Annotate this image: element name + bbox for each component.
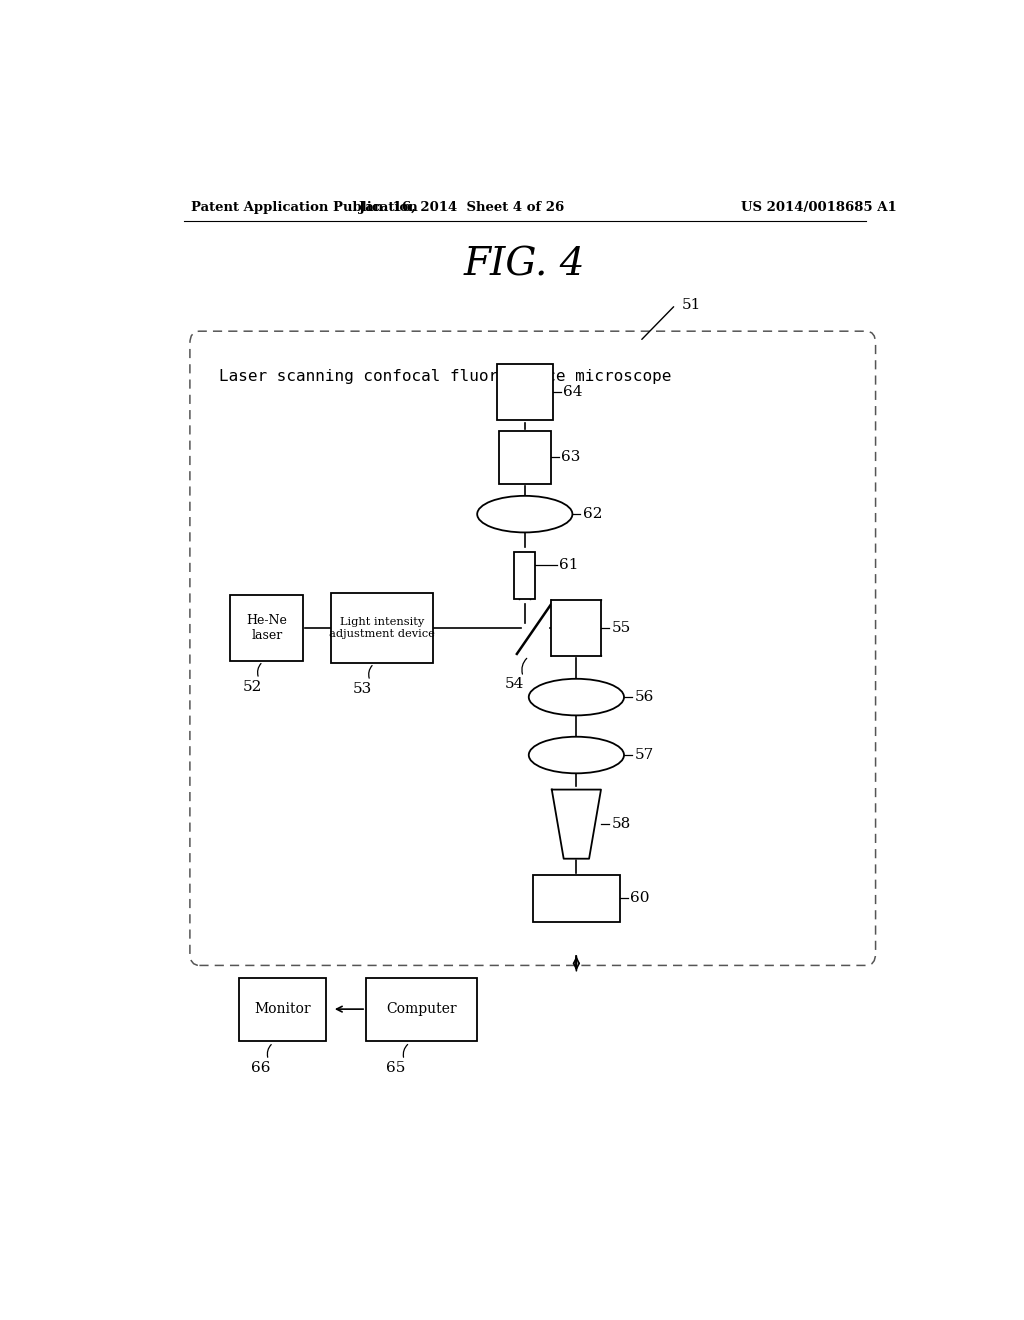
Bar bbox=[367, 978, 477, 1040]
Text: Light intensity
adjustment device: Light intensity adjustment device bbox=[329, 618, 435, 639]
Text: Patent Application Publication: Patent Application Publication bbox=[191, 201, 418, 214]
Bar bbox=[514, 552, 536, 598]
Text: He-Ne
laser: He-Ne laser bbox=[247, 614, 288, 642]
Text: Laser scanning confocal fluorescence microscope: Laser scanning confocal fluorescence mic… bbox=[219, 368, 672, 384]
Text: 62: 62 bbox=[583, 507, 602, 521]
Text: Computer: Computer bbox=[386, 1002, 457, 1016]
Text: 54: 54 bbox=[505, 677, 524, 690]
Text: 52: 52 bbox=[243, 680, 262, 694]
Text: 64: 64 bbox=[563, 385, 583, 399]
Text: 63: 63 bbox=[561, 450, 581, 465]
Bar bbox=[497, 364, 553, 420]
Bar bbox=[499, 430, 551, 483]
Bar bbox=[240, 978, 327, 1040]
Bar bbox=[230, 595, 303, 661]
Text: US 2014/0018685 A1: US 2014/0018685 A1 bbox=[740, 201, 896, 214]
Text: 60: 60 bbox=[631, 891, 650, 906]
Text: Jan. 16, 2014  Sheet 4 of 26: Jan. 16, 2014 Sheet 4 of 26 bbox=[358, 201, 564, 214]
Text: 58: 58 bbox=[611, 817, 631, 832]
Bar bbox=[551, 601, 601, 656]
Text: 66: 66 bbox=[251, 1061, 270, 1074]
Text: Monitor: Monitor bbox=[254, 1002, 311, 1016]
Text: 65: 65 bbox=[386, 1061, 406, 1074]
Ellipse shape bbox=[528, 678, 624, 715]
Text: 57: 57 bbox=[634, 748, 653, 762]
Bar bbox=[532, 875, 620, 921]
Ellipse shape bbox=[477, 496, 572, 532]
Text: 51: 51 bbox=[682, 298, 701, 312]
Text: FIG. 4: FIG. 4 bbox=[464, 247, 586, 284]
Ellipse shape bbox=[528, 737, 624, 774]
Text: 55: 55 bbox=[611, 620, 631, 635]
Text: 56: 56 bbox=[634, 690, 653, 704]
Bar bbox=[331, 594, 433, 663]
Polygon shape bbox=[552, 789, 601, 859]
Text: 61: 61 bbox=[559, 558, 579, 572]
Text: 53: 53 bbox=[352, 682, 372, 696]
